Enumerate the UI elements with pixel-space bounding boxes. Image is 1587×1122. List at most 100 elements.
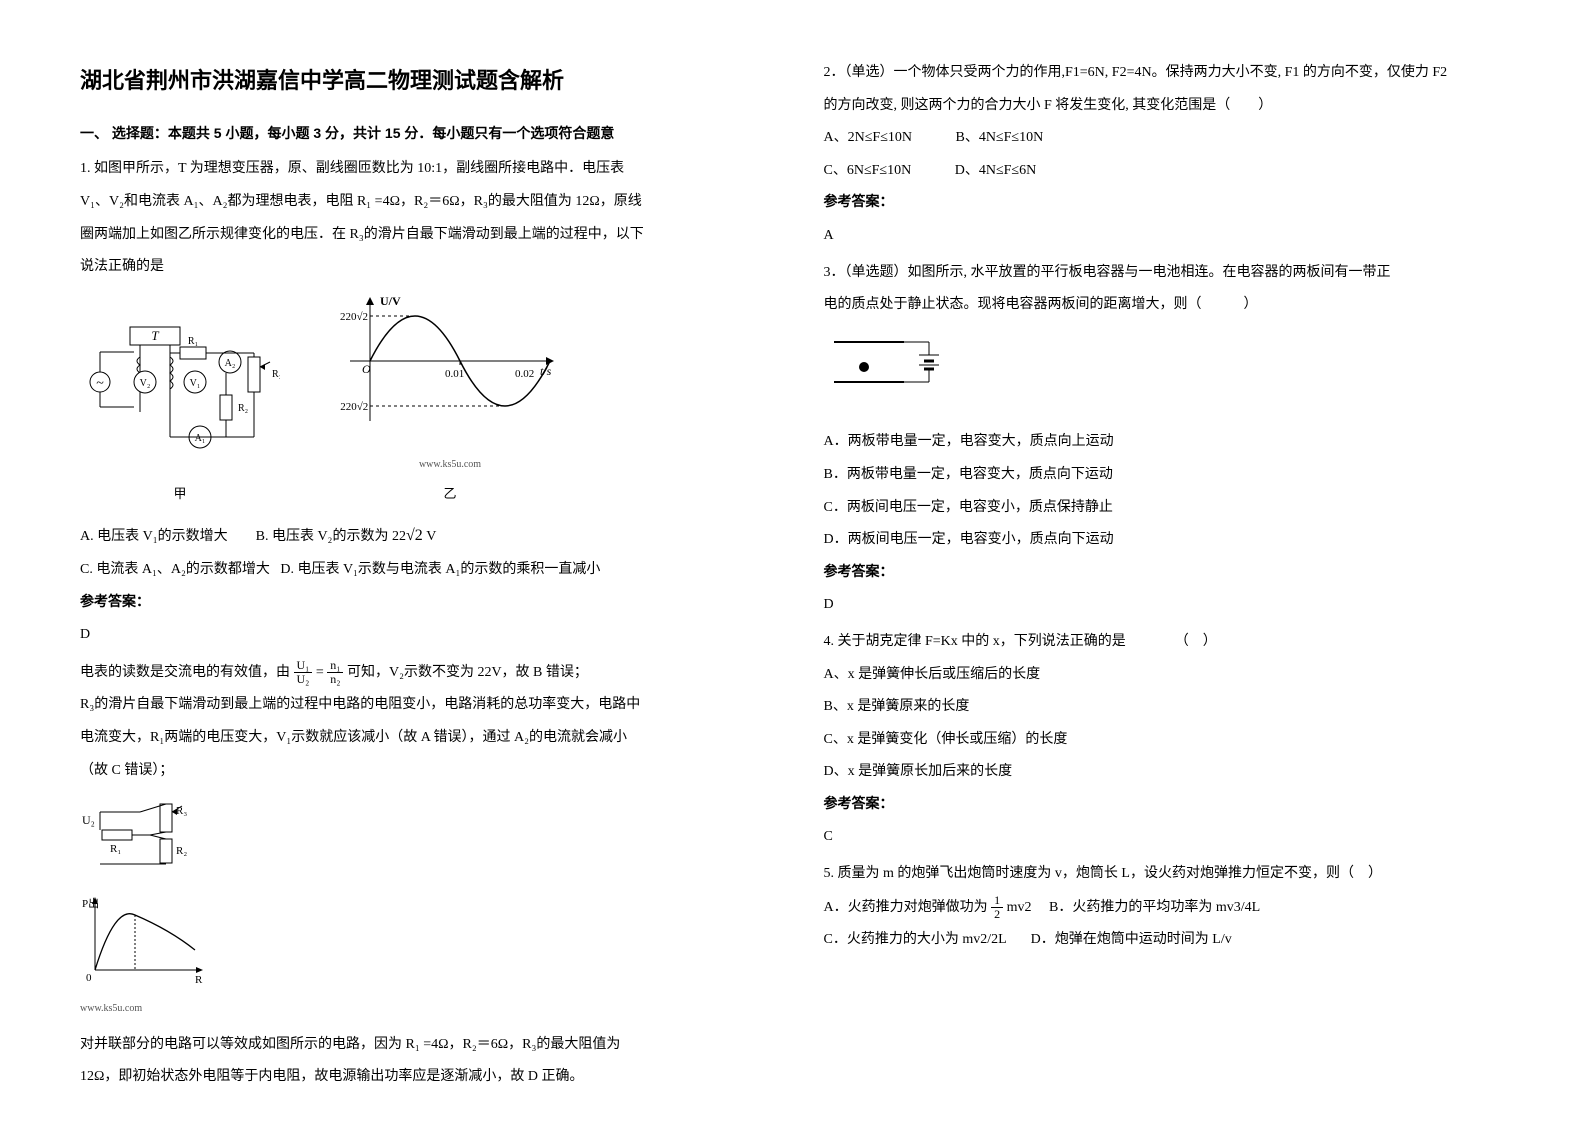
sqrt2: √2: [406, 527, 423, 544]
q1-optB-suf: V: [423, 529, 437, 544]
q4-stem: 4. 关于胡克定律 F=Kx 中的 x，下列说法正确的是 （ ）: [824, 629, 1508, 656]
svg-text:R₁: R₁: [188, 336, 198, 347]
frac-num: n₁: [327, 659, 343, 673]
q2-optD: D、4N≤F≤6N: [955, 158, 1036, 185]
q2-answer: A: [824, 223, 1508, 250]
q1-optD: D. 电压表 V₁示数与电流表 A₁的示数的乘积一直减小: [280, 562, 600, 577]
frac-den: U₂: [294, 673, 313, 686]
power-curve-svg: P出 R 0: [80, 895, 210, 985]
equals: =: [316, 665, 324, 680]
svg-text:A₁: A₁: [195, 433, 206, 444]
svg-text:V₂: V₂: [140, 378, 151, 389]
svg-text:R₁: R₁: [110, 843, 121, 855]
q5-stem: 5. 质量为 m 的炮弹飞出炮筒时速度为 v，炮筒长 L，设火药对炮弹推力恒定不…: [824, 861, 1508, 888]
frac-den: n₂: [327, 673, 343, 686]
svg-text:U/V: U/V: [380, 294, 401, 308]
svg-text:~: ~: [96, 376, 104, 391]
q2-optC: C、6N≤F≤10N: [824, 158, 912, 185]
svg-text:O: O: [362, 362, 371, 376]
q5-optA-pre: A．火药推力对炮弹做功为: [824, 900, 988, 915]
page-title: 湖北省荆州市洪湖嘉信中学高二物理测试题含解析: [80, 60, 764, 102]
q1-exp-line: 对并联部分的电路可以等效成如图所示的电路，因为 R₁ =4Ω，R₂＝6Ω，R₃的…: [80, 1032, 764, 1059]
svg-text:R: R: [195, 974, 203, 985]
q2-stem-line: 的方向改变, 则这两个力的合力大小 F 将发生变化, 其变化范围是（ ）: [824, 93, 1508, 120]
q3-optC: C．两板间电压一定，电容变小，质点保持静止: [824, 495, 1508, 522]
q1-options-line1: A. 电压表 V₁的示数增大 B. 电压表 V₂的示数为 22√2 V: [80, 521, 764, 551]
svg-text:R₂: R₂: [176, 845, 187, 857]
q4-answer: C: [824, 824, 1508, 851]
q4-optB: B、x 是弹簧原来的长度: [824, 694, 1508, 721]
exp-text: 可知，V₂示数不变为 22V，故 B 错误；: [347, 665, 588, 680]
figure-sine: U/V t/s O 220√2 −220√2 0.01 0.02 www.ks5…: [340, 291, 560, 507]
svg-text:R₃: R₃: [272, 369, 280, 380]
svg-text:U₂: U₂: [82, 813, 95, 827]
q1-options-line2: C. 电流表 A₁、A₂的示数都增大 D. 电压表 V₁示数与电流表 A₁的示数…: [80, 557, 764, 584]
q2-optA: A、2N≤F≤10N: [824, 125, 912, 152]
q2-options-row1: A、2N≤F≤10N B、4N≤F≤10N: [824, 125, 1508, 152]
fraction-n: n₁n₂: [327, 659, 343, 686]
q5-optC: C．火药推力的大小为 mv2/2L: [824, 932, 1007, 947]
q5-options-row1: A．火药推力对炮弹做功为 12 mv2 B．火药推力的平均功率为 mv3/4L: [824, 894, 1508, 922]
source-url: www.ks5u.com: [419, 459, 481, 470]
svg-text:0: 0: [86, 972, 92, 984]
q5-optB: B．火药推力的平均功率为 mv3/4L: [1049, 900, 1260, 915]
q1-stem-line: 圈两端加上如图乙所示规律变化的电压．在 R₃的滑片自最下端滑动到最上端的过程中，…: [80, 222, 764, 249]
q2-stem-line: 2．（单选）一个物体只受两个力的作用,F1=6N, F2=4N。保持两力大小不变…: [824, 60, 1508, 87]
answer-label: 参考答案：: [80, 590, 764, 617]
q1-stem-line: 说法正确的是: [80, 254, 764, 281]
svg-text:220√2: 220√2: [340, 311, 368, 323]
q1-exp-line: 12Ω，即初始状态外电阻等于内电阻，故电源输出功率应是逐渐减小，故 D 正确。: [80, 1064, 764, 1091]
q1-exp-line: 电流变大，R₁两端的电压变大，V₁示数就应该减小（故 A 错误），通过 A₂的电…: [80, 725, 764, 752]
q1-exp-line: 电表的读数是交流电的有效值，由 U₁U₂ = n₁n₂ 可知，V₂示数不变为 2…: [80, 659, 764, 687]
frac-den: 2: [991, 908, 1003, 921]
frac-num: 1: [991, 894, 1003, 908]
q3-optA: A．两板带电量一定，电容变大，质点向上运动: [824, 429, 1508, 456]
q4-optC: C、x 是弹簧变化（伸长或压缩）的长度: [824, 727, 1508, 754]
equiv-circuit-svg: U₂ R₁ R₃ R₂: [80, 794, 210, 874]
svg-text:R₂: R₂: [238, 403, 248, 414]
figure-transformer: T ~ R₁ V₂: [80, 317, 280, 506]
q2-options-row2: C、6N≤F≤10N D、4N≤F≤6N: [824, 158, 1508, 185]
svg-text:A₂: A₂: [225, 358, 236, 369]
source-url: www.ks5u.com: [80, 1003, 142, 1014]
fraction-half: 12: [991, 894, 1003, 921]
answer-label: 参考答案：: [824, 792, 1508, 819]
q3-optB: B．两板带电量一定，电容变大，质点向下运动: [824, 462, 1508, 489]
answer-label: 参考答案：: [824, 190, 1508, 217]
svg-text:−220√2: −220√2: [340, 401, 368, 413]
capacitor-svg: [824, 327, 964, 407]
left-column: 湖北省荆州市洪湖嘉信中学高二物理测试题含解析 一、 选择题：本题共 5 小题，每…: [50, 60, 794, 1082]
q3-stem-line: 电的质点处于静止状态。现将电容器两板间的距离增大，则（ ）: [824, 292, 1508, 319]
figure-equiv-circuit: U₂ R₁ R₃ R₂: [80, 794, 764, 885]
svg-text:R₃: R₃: [176, 805, 187, 817]
q1-optA: A. 电压表 V₁的示数增大: [80, 529, 228, 544]
q2-optB: B、4N≤F≤10N: [955, 125, 1043, 152]
svg-text:P出: P出: [82, 896, 99, 910]
svg-text:0.01: 0.01: [445, 368, 464, 380]
q1-exp-line: （故 C 错误）；: [80, 758, 764, 785]
figure-caption-yi: 乙: [340, 482, 560, 507]
q3-answer: D: [824, 592, 1508, 619]
section-heading: 一、 选择题：本题共 5 小题，每小题 3 分，共计 15 分．每小题只有一个选…: [80, 120, 764, 147]
svg-text:V₁: V₁: [190, 378, 201, 389]
exp-text: 电表的读数是交流电的有效值，由: [80, 665, 290, 680]
frac-num: U₁: [294, 659, 313, 673]
q1-exp-line: R₃的滑片自最下端滑动到最上端的过程中电路的电阻变小，电路消耗的总功率变大，电路…: [80, 692, 764, 719]
svg-text:0.02: 0.02: [515, 368, 534, 380]
figure-capacitor: [824, 327, 1508, 418]
q1-optB-pre: B. 电压表 V₂的示数为 22: [256, 529, 406, 544]
fraction-U: U₁U₂: [294, 659, 313, 686]
q4-optD: D、x 是弹簧原长加后来的长度: [824, 759, 1508, 786]
q3-stem-line: 3．（单选题）如图所示, 水平放置的平行板电容器与一电池相连。在电容器的两板间有…: [824, 260, 1508, 287]
figure-caption-jia: 甲: [80, 482, 280, 507]
sine-svg: U/V t/s O 220√2 −220√2 0.01 0.02: [340, 291, 560, 441]
q5-optA-suf: mv2: [1007, 900, 1032, 915]
q1-stem-line: 1. 如图甲所示，T 为理想变压器，原、副线圈匝数比为 10:1，副线圈所接电路…: [80, 156, 764, 183]
figure-power-curve: P出 R 0 www.ks5u.com: [80, 895, 764, 1022]
q4-optA: A、x 是弹簧伸长后或压缩后的长度: [824, 662, 1508, 689]
q1-stem-line: V₁、V₂和电流表 A₁、A₂都为理想电表，电阻 R₁ =4Ω，R₂＝6Ω，R₃…: [80, 189, 764, 216]
answer-label: 参考答案：: [824, 560, 1508, 587]
right-column: 2．（单选）一个物体只受两个力的作用,F1=6N, F2=4N。保持两力大小不变…: [794, 60, 1538, 1082]
q5-optD: D．炮弹在炮筒中运动时间为 L/v: [1031, 932, 1232, 947]
q3-optD: D．两板间电压一定，电容变小，质点向下运动: [824, 527, 1508, 554]
